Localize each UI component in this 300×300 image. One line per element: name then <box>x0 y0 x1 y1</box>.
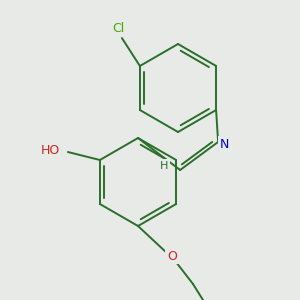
Text: N: N <box>219 137 229 151</box>
Text: HO: HO <box>40 143 60 157</box>
Text: Cl: Cl <box>112 22 124 34</box>
Text: H: H <box>160 161 168 171</box>
Text: O: O <box>167 250 177 262</box>
